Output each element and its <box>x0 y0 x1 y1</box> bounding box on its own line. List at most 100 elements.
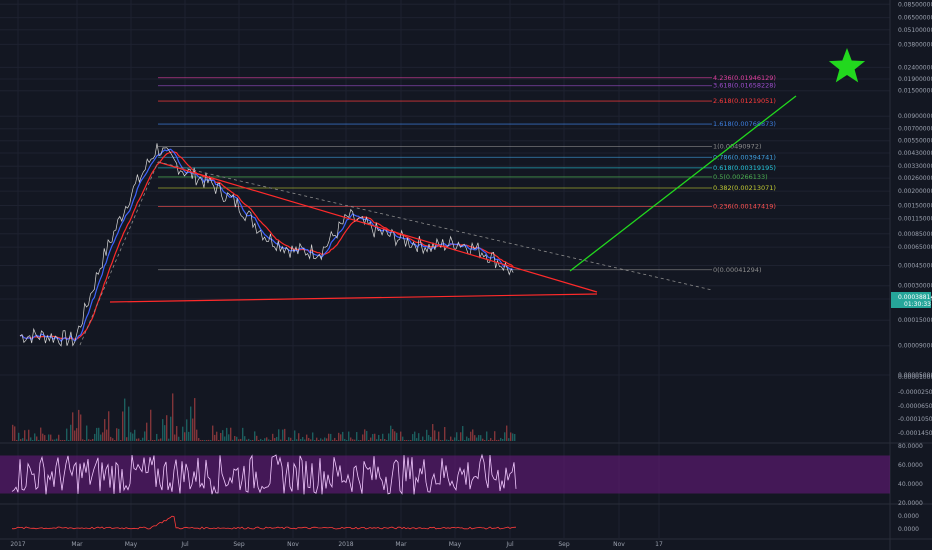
volume-bar <box>100 434 102 441</box>
volume-bar <box>284 428 286 441</box>
volume-bar <box>232 439 234 441</box>
volume-bar <box>282 429 284 441</box>
star-icon <box>828 48 866 83</box>
price-tag-countdown: 01:30:33 <box>904 301 931 308</box>
volume-bar <box>412 434 414 441</box>
volume-bar <box>40 427 42 441</box>
volume-bar <box>116 428 118 441</box>
volume-bar <box>60 440 62 441</box>
fib-level-label: 0.786(0.00394741) <box>713 153 776 161</box>
volume-bar <box>222 430 224 441</box>
volume-bar <box>238 439 240 441</box>
y-tick-label: 0.03800000 <box>898 41 932 48</box>
volume-bar <box>194 398 196 441</box>
volume-bar <box>462 426 464 441</box>
volume-bar <box>158 439 160 441</box>
rsi-tick-label: 80.0000 <box>898 443 923 450</box>
y-tick-label: 0.00260000 <box>898 175 932 182</box>
volume-bar <box>168 438 170 441</box>
volume-bar <box>156 433 158 441</box>
price-tag-box <box>891 292 931 308</box>
volume-bar <box>452 439 454 441</box>
volume-bar <box>198 438 200 441</box>
y-tick-label: 0.00115000 <box>898 216 932 223</box>
macd-panel <box>11 515 517 530</box>
volume-bar <box>356 432 358 441</box>
volume-bar <box>440 440 442 441</box>
volume-bar <box>420 440 422 441</box>
macd-tick-label: 0.0000 <box>898 513 919 520</box>
x-tick-label: Sep <box>558 541 570 548</box>
volume-bar <box>92 438 94 441</box>
volume-bar <box>144 431 146 441</box>
y-tick-label: 0.00045000 <box>898 262 932 269</box>
volume-bar <box>228 434 230 441</box>
volume-bar <box>128 406 130 441</box>
price-axis[interactable]: 0.08500000 0.06500000 0.05100000 0.03800000… <box>898 1 932 533</box>
volume-bar <box>332 439 334 441</box>
volume-bar <box>280 439 282 441</box>
volume-bar <box>36 436 38 441</box>
volume-bar <box>204 440 206 441</box>
volume-bar <box>18 432 20 441</box>
volume-bar <box>312 432 314 441</box>
rsi-line <box>11 453 517 495</box>
volume-bar <box>376 439 378 441</box>
volume-bar <box>320 438 322 441</box>
volume-bar <box>416 438 418 441</box>
volume-bar <box>154 440 156 441</box>
volume-bar <box>374 433 376 441</box>
x-tick-label: Mar <box>71 541 83 548</box>
volume-bar <box>328 433 330 441</box>
volume-bar <box>104 419 106 441</box>
volume-bar <box>240 438 242 441</box>
volume-bar <box>504 432 506 441</box>
volume-bar <box>252 440 254 441</box>
volume-bar <box>268 439 270 441</box>
y-tick-label: 0.01900000 <box>898 76 932 83</box>
volume-bar <box>68 440 70 441</box>
volume-bar <box>338 432 340 441</box>
volume-bar <box>226 427 228 441</box>
volume-bar <box>96 427 98 441</box>
volume-bar <box>56 438 58 441</box>
volume-bar <box>234 435 236 441</box>
volume-bar <box>296 439 298 441</box>
volume-bar <box>476 437 478 441</box>
volume-bar <box>48 434 50 441</box>
y-tick-label: 0.00030000 <box>898 283 932 290</box>
volume-bar <box>120 440 122 441</box>
macd-line <box>11 515 517 530</box>
volume-bar <box>308 437 310 441</box>
x-tick-label: 2017 <box>10 541 25 548</box>
volume-bar <box>290 437 292 441</box>
volume-bar <box>122 411 124 441</box>
volume-panel <box>12 393 516 441</box>
volume-bar <box>510 432 512 441</box>
volume-bar <box>162 419 164 441</box>
macd-tick-label: 0.0000 <box>898 526 919 533</box>
volume-bar <box>322 439 324 441</box>
volume-bar <box>456 432 458 441</box>
y-tick-label: 0.00430000 <box>898 150 932 157</box>
volume-bar <box>136 438 138 441</box>
x-tick-label: Mar <box>395 541 407 548</box>
volume-bar <box>466 436 468 441</box>
volume-bar <box>448 440 450 441</box>
volume-bar <box>52 439 54 441</box>
y-tick-label: 0.00015000 <box>898 317 932 324</box>
volume-bar <box>22 438 24 441</box>
y-tick-label: 0.00330000 <box>898 163 932 170</box>
volume-bar <box>200 440 202 441</box>
volume-bar <box>86 425 88 441</box>
volume-bar <box>254 431 256 441</box>
volume-bar <box>118 428 120 441</box>
volume-bar <box>370 437 372 441</box>
volume-bar <box>88 439 90 441</box>
volume-bar <box>352 439 354 441</box>
volume-bar <box>108 411 110 441</box>
time-axis[interactable]: 2017 Mar May Jul Sep Nov 2018 Mar May Jul Sep Nov 17 <box>10 541 663 548</box>
y-tick-label: 0.06500000 <box>898 15 932 22</box>
